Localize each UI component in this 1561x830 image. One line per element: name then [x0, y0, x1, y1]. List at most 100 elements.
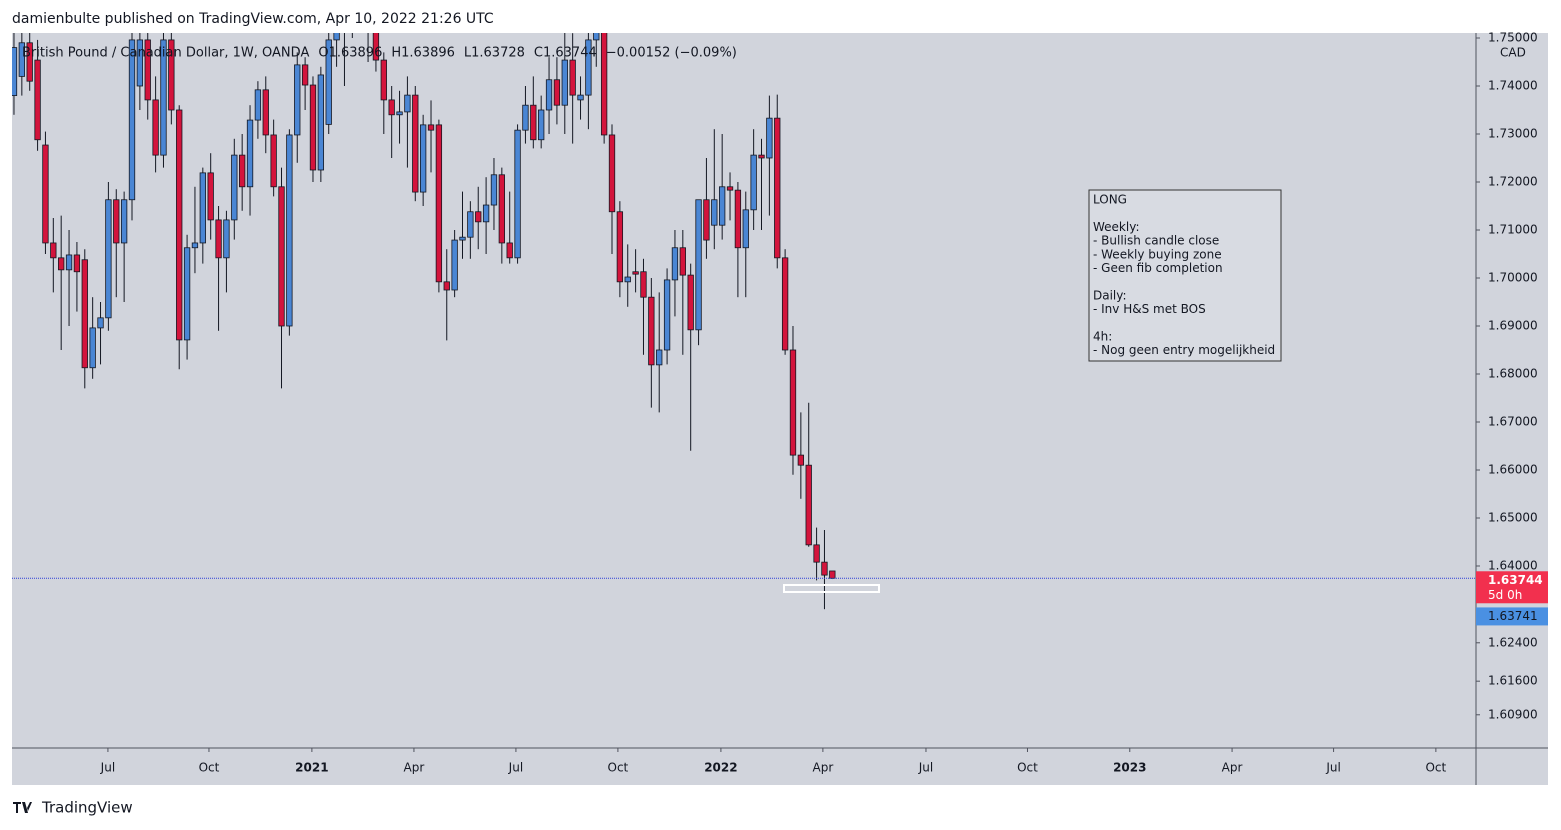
- candle-body: [451, 239, 458, 291]
- candle-body: [695, 199, 702, 331]
- candle-body: [136, 39, 144, 87]
- candle-body: [65, 254, 73, 271]
- candle-body: [301, 64, 309, 86]
- candle-body: [419, 124, 427, 193]
- countdown-label: 5d 0h: [1488, 588, 1522, 602]
- candle-body: [624, 276, 631, 283]
- candle-body: [482, 204, 490, 223]
- candle-body: [530, 104, 537, 141]
- legend-item: British Pound / Canadian Dollar, 1W, OAN…: [22, 46, 309, 61]
- annotation-line: - Bullish candle close: [1093, 234, 1219, 248]
- candle-body: [404, 94, 411, 113]
- y-tick-label: 1.66000: [1488, 462, 1538, 476]
- candle-body: [435, 124, 443, 283]
- candle-body: [467, 211, 474, 238]
- candle-body: [239, 154, 246, 188]
- candle-body: [569, 59, 576, 96]
- y-tick-label: 1.73000: [1488, 126, 1538, 140]
- candle-body: [388, 99, 395, 116]
- x-tick-label: Apr: [813, 761, 834, 775]
- candle-body: [325, 39, 332, 125]
- y-tick-label: 1.74000: [1488, 78, 1538, 92]
- candle-body: [254, 89, 262, 121]
- candle-body: [781, 257, 789, 351]
- candle-body: [380, 59, 387, 101]
- candle-body: [286, 134, 293, 327]
- annotation-line: Daily:: [1093, 288, 1127, 302]
- candle-body: [207, 172, 214, 221]
- bid-price-label: 1.63741: [1488, 609, 1538, 623]
- bid-price-box: [1476, 607, 1548, 626]
- candle-body: [12, 47, 18, 96]
- candle-body: [333, 33, 340, 41]
- legend-item: L1.63728: [464, 46, 525, 61]
- candle-body: [671, 247, 679, 281]
- candle-body: [246, 119, 254, 188]
- candle-body: [490, 174, 498, 206]
- candle-body: [357, 0, 363, 9]
- candle-body: [317, 74, 325, 171]
- x-tick-label: Jul: [100, 761, 115, 775]
- y-tick-label: 1.61600: [1488, 674, 1538, 688]
- candle-body: [18, 42, 25, 77]
- candle-body: [545, 79, 553, 111]
- y-tick-label: 1.64000: [1488, 558, 1538, 572]
- x-tick-label: Jul: [1325, 761, 1340, 775]
- last-price-label: 1.63744: [1488, 573, 1543, 587]
- candle-body: [687, 274, 694, 331]
- overlay: British Pound / Canadian Dollar, 1W, OAN…: [22, 46, 1548, 626]
- plot-area: [12, 0, 1476, 610]
- candle-body: [215, 219, 222, 259]
- legend-item: C1.63744: [534, 46, 597, 61]
- candle-body: [168, 39, 175, 111]
- y-tick-label: 1.69000: [1488, 318, 1538, 332]
- candle-body: [26, 42, 33, 82]
- annotation-line: 4h:: [1093, 330, 1112, 344]
- candle-body: [561, 59, 568, 106]
- candle-body: [640, 271, 647, 298]
- x-tick-label: 2022: [704, 761, 737, 775]
- y-tick-label: 1.68000: [1488, 366, 1538, 380]
- y-tick-label: 1.71000: [1488, 222, 1538, 236]
- candle-body: [821, 561, 828, 576]
- candle-body: [34, 59, 41, 141]
- candle-body: [231, 154, 238, 221]
- legend-item: O1.63896: [318, 46, 382, 61]
- candle-body: [538, 109, 545, 141]
- y-tick-label: 1.60900: [1488, 707, 1538, 721]
- candle-body: [789, 349, 797, 456]
- candle-body: [144, 39, 151, 101]
- candle-body: [600, 33, 608, 136]
- candle-body: [199, 172, 206, 244]
- candle-body: [278, 186, 285, 327]
- candle-body: [656, 349, 663, 366]
- candle-body: [113, 199, 120, 244]
- footer-brand: TradingView: [41, 799, 133, 817]
- candle-body: [663, 279, 671, 351]
- candle-body: [58, 257, 65, 271]
- candle-body: [679, 247, 686, 276]
- candle-body: [648, 296, 655, 366]
- annotation-line: - Inv H&S met BOS: [1093, 302, 1206, 316]
- candle-body: [81, 259, 88, 369]
- x-tick-label: Apr: [404, 761, 425, 775]
- candle-body: [223, 219, 230, 259]
- annotation-line: - Nog geen entry mogelijkheid: [1093, 343, 1275, 357]
- axes: 1.75000 1.74000 1.73000 1.72000 1.71000 1.700…: [100, 30, 1538, 774]
- legend-item: −0.00152 (−0.09%): [606, 46, 737, 61]
- x-tick-label: Oct: [1017, 761, 1038, 775]
- candle-body: [183, 247, 191, 341]
- x-tick-label: Jul: [918, 761, 933, 775]
- candle-body: [459, 236, 466, 241]
- x-tick-label: Oct: [608, 761, 629, 775]
- candle-body: [120, 199, 128, 244]
- candle-body: [128, 39, 136, 201]
- x-tick-label: 2023: [1113, 761, 1146, 775]
- candle-body: [294, 64, 301, 136]
- candle-body: [191, 242, 199, 249]
- x-tick-label: Oct: [1425, 761, 1446, 775]
- candle-body: [50, 242, 57, 259]
- candle-body: [797, 454, 805, 466]
- candle-body: [443, 281, 450, 291]
- candle-body: [742, 209, 749, 249]
